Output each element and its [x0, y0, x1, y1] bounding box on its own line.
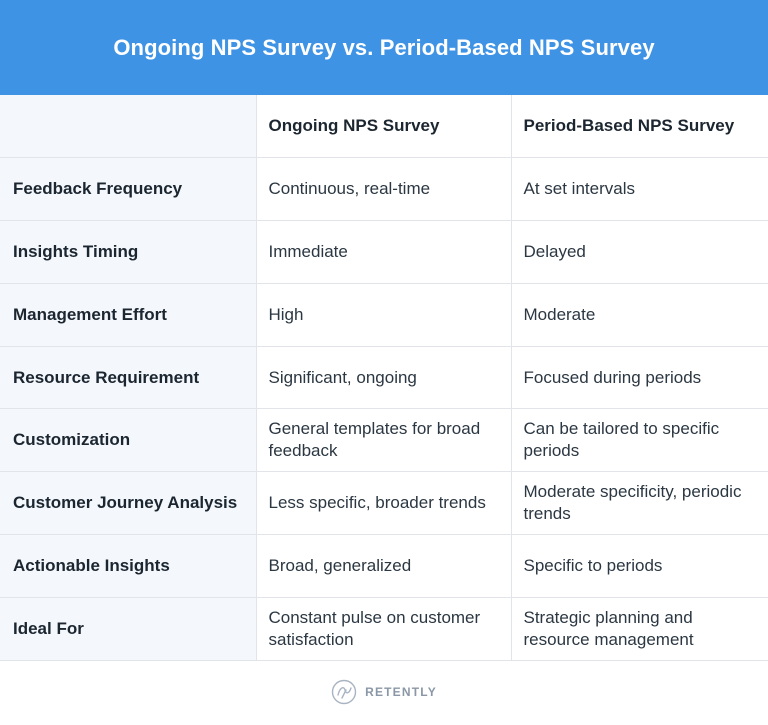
ongoing-cell: General templates for broad feedback	[255, 408, 512, 473]
row-label: Customization	[0, 408, 257, 473]
ongoing-cell: Continuous, real-time	[255, 157, 512, 222]
row-label: Actionable Insights	[0, 534, 257, 598]
row-label: Insights Timing	[0, 220, 257, 284]
row-label: Management Effort	[0, 282, 257, 347]
row-label: Customer Journey Analysis	[0, 471, 257, 536]
ongoing-cell: Immediate	[255, 220, 512, 284]
table-header-row: Ongoing NPS Survey Period-Based NPS Surv…	[0, 95, 768, 159]
period-cell: Focused during periods	[510, 345, 768, 410]
ongoing-cell: Significant, ongoing	[255, 345, 512, 410]
period-cell: Strategic planning and resource manageme…	[510, 596, 768, 661]
ongoing-cell: Less specific, broader trends	[255, 471, 512, 536]
comparison-table: Ongoing NPS Survey Period-Based NPS Surv…	[0, 95, 768, 661]
period-cell: Can be tailored to specific periods	[510, 408, 768, 473]
column-header-ongoing: Ongoing NPS Survey	[255, 95, 512, 159]
table-row: Resource Requirement Significant, ongoin…	[0, 345, 768, 410]
retently-logo-icon	[331, 679, 357, 705]
ongoing-cell: High	[255, 282, 512, 347]
table-row: Customization General templates for broa…	[0, 408, 768, 473]
ongoing-cell: Broad, generalized	[255, 534, 512, 598]
page-title: Ongoing NPS Survey vs. Period-Based NPS …	[113, 34, 655, 60]
table-row: Customer Journey Analysis Less specific,…	[0, 471, 768, 536]
table-row: Insights Timing Immediate Delayed	[0, 220, 768, 284]
column-header-period-based: Period-Based NPS Survey	[510, 95, 768, 159]
corner-cell	[0, 95, 257, 159]
row-label: Ideal For	[0, 596, 257, 661]
table-row: Feedback Frequency Continuous, real-time…	[0, 157, 768, 222]
period-cell: Moderate	[510, 282, 768, 347]
period-cell: At set intervals	[510, 157, 768, 222]
ongoing-cell: Constant pulse on customer satisfaction	[255, 596, 512, 661]
period-cell: Specific to periods	[510, 534, 768, 598]
period-cell: Delayed	[510, 220, 768, 284]
period-cell: Moderate specificity, periodic trends	[510, 471, 768, 536]
row-label: Feedback Frequency	[0, 157, 257, 222]
table-row: Management Effort High Moderate	[0, 282, 768, 347]
footer-brand: RETENTLY	[0, 672, 768, 712]
table-row: Ideal For Constant pulse on customer sat…	[0, 596, 768, 661]
brand-name: RETENTLY	[365, 685, 437, 699]
row-label: Resource Requirement	[0, 345, 257, 410]
header-banner: Ongoing NPS Survey vs. Period-Based NPS …	[0, 0, 768, 95]
table-row: Actionable Insights Broad, generalized S…	[0, 534, 768, 598]
